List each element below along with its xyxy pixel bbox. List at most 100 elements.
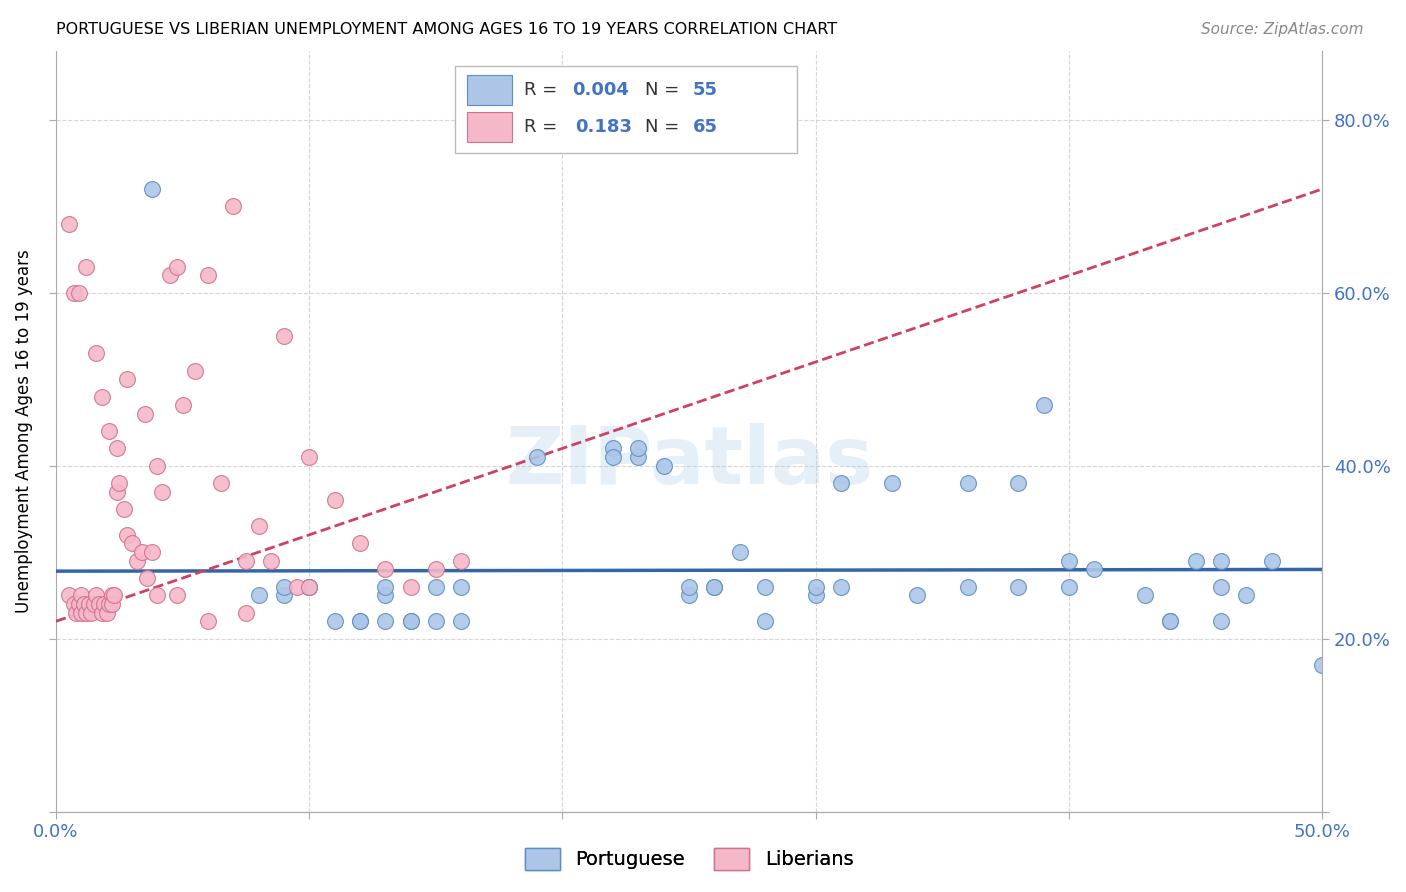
Point xyxy=(1159,615,1181,629)
Point xyxy=(804,588,827,602)
Point xyxy=(273,588,295,602)
Point xyxy=(323,615,346,629)
Point xyxy=(150,484,173,499)
Point xyxy=(627,450,650,464)
Point xyxy=(1007,580,1029,594)
Point xyxy=(374,562,396,576)
Point xyxy=(956,475,979,490)
Point xyxy=(1133,588,1156,602)
Point xyxy=(703,580,725,594)
Point xyxy=(115,372,138,386)
Point xyxy=(62,597,84,611)
Point xyxy=(905,588,928,602)
Point xyxy=(349,536,371,550)
Point xyxy=(728,545,751,559)
Point xyxy=(197,268,219,283)
Point xyxy=(58,588,80,602)
Text: N =: N = xyxy=(645,118,685,136)
Point xyxy=(285,580,308,594)
Point xyxy=(105,442,128,456)
Point xyxy=(115,528,138,542)
Point xyxy=(956,580,979,594)
Point xyxy=(98,424,121,438)
Point xyxy=(125,554,148,568)
Point xyxy=(298,580,321,594)
Point xyxy=(222,199,245,213)
Point xyxy=(880,475,903,490)
Point xyxy=(602,450,624,464)
Point xyxy=(425,615,447,629)
Point xyxy=(112,502,135,516)
Point xyxy=(87,597,110,611)
Point xyxy=(273,329,295,343)
Point xyxy=(1159,615,1181,629)
Point xyxy=(159,268,181,283)
Point xyxy=(100,597,122,611)
Point xyxy=(90,390,112,404)
Point xyxy=(58,217,80,231)
Point xyxy=(141,182,163,196)
Point xyxy=(526,450,548,464)
Point xyxy=(65,606,87,620)
Point xyxy=(374,580,396,594)
Point xyxy=(75,260,97,274)
Text: 55: 55 xyxy=(693,81,718,99)
Point xyxy=(172,398,194,412)
Point xyxy=(298,580,321,594)
FancyBboxPatch shape xyxy=(468,75,512,105)
Point xyxy=(349,615,371,629)
Point xyxy=(830,475,852,490)
Point xyxy=(450,615,472,629)
Text: N =: N = xyxy=(645,81,685,99)
Text: 0.004: 0.004 xyxy=(572,81,630,99)
Point xyxy=(1032,398,1054,412)
Point xyxy=(298,450,321,464)
Point xyxy=(323,493,346,508)
Point xyxy=(209,475,232,490)
Point xyxy=(235,554,257,568)
Point xyxy=(62,285,84,300)
Point xyxy=(73,597,96,611)
Point xyxy=(98,597,121,611)
Point xyxy=(146,588,169,602)
Text: Source: ZipAtlas.com: Source: ZipAtlas.com xyxy=(1201,22,1364,37)
Point xyxy=(1209,615,1232,629)
Point xyxy=(399,615,422,629)
Text: 65: 65 xyxy=(693,118,718,136)
Point xyxy=(105,484,128,499)
Point xyxy=(754,580,776,594)
Point xyxy=(1083,562,1105,576)
Point xyxy=(703,580,725,594)
Point xyxy=(80,606,103,620)
Point xyxy=(830,580,852,594)
Point xyxy=(100,588,122,602)
Point xyxy=(184,363,207,377)
Point xyxy=(399,580,422,594)
Text: R =: R = xyxy=(524,118,569,136)
Point xyxy=(247,519,270,533)
Point xyxy=(374,588,396,602)
Text: R =: R = xyxy=(524,81,564,99)
Point xyxy=(260,554,283,568)
Text: PORTUGUESE VS LIBERIAN UNEMPLOYMENT AMONG AGES 16 TO 19 YEARS CORRELATION CHART: PORTUGUESE VS LIBERIAN UNEMPLOYMENT AMON… xyxy=(56,22,838,37)
Point xyxy=(134,407,156,421)
Point xyxy=(349,615,371,629)
Point xyxy=(235,606,257,620)
Point xyxy=(1234,588,1257,602)
FancyBboxPatch shape xyxy=(468,112,512,142)
Point xyxy=(450,580,472,594)
Point xyxy=(425,580,447,594)
Y-axis label: Unemployment Among Ages 16 to 19 years: Unemployment Among Ages 16 to 19 years xyxy=(15,249,32,613)
Point xyxy=(754,615,776,629)
Legend: Portuguese, Liberians: Portuguese, Liberians xyxy=(517,840,860,878)
Point xyxy=(77,597,100,611)
Point xyxy=(804,580,827,594)
Point xyxy=(67,597,90,611)
Point xyxy=(103,588,125,602)
Point xyxy=(1007,475,1029,490)
Point xyxy=(93,597,115,611)
Point xyxy=(131,545,153,559)
Point xyxy=(678,588,700,602)
Point xyxy=(247,588,270,602)
Point xyxy=(75,606,97,620)
